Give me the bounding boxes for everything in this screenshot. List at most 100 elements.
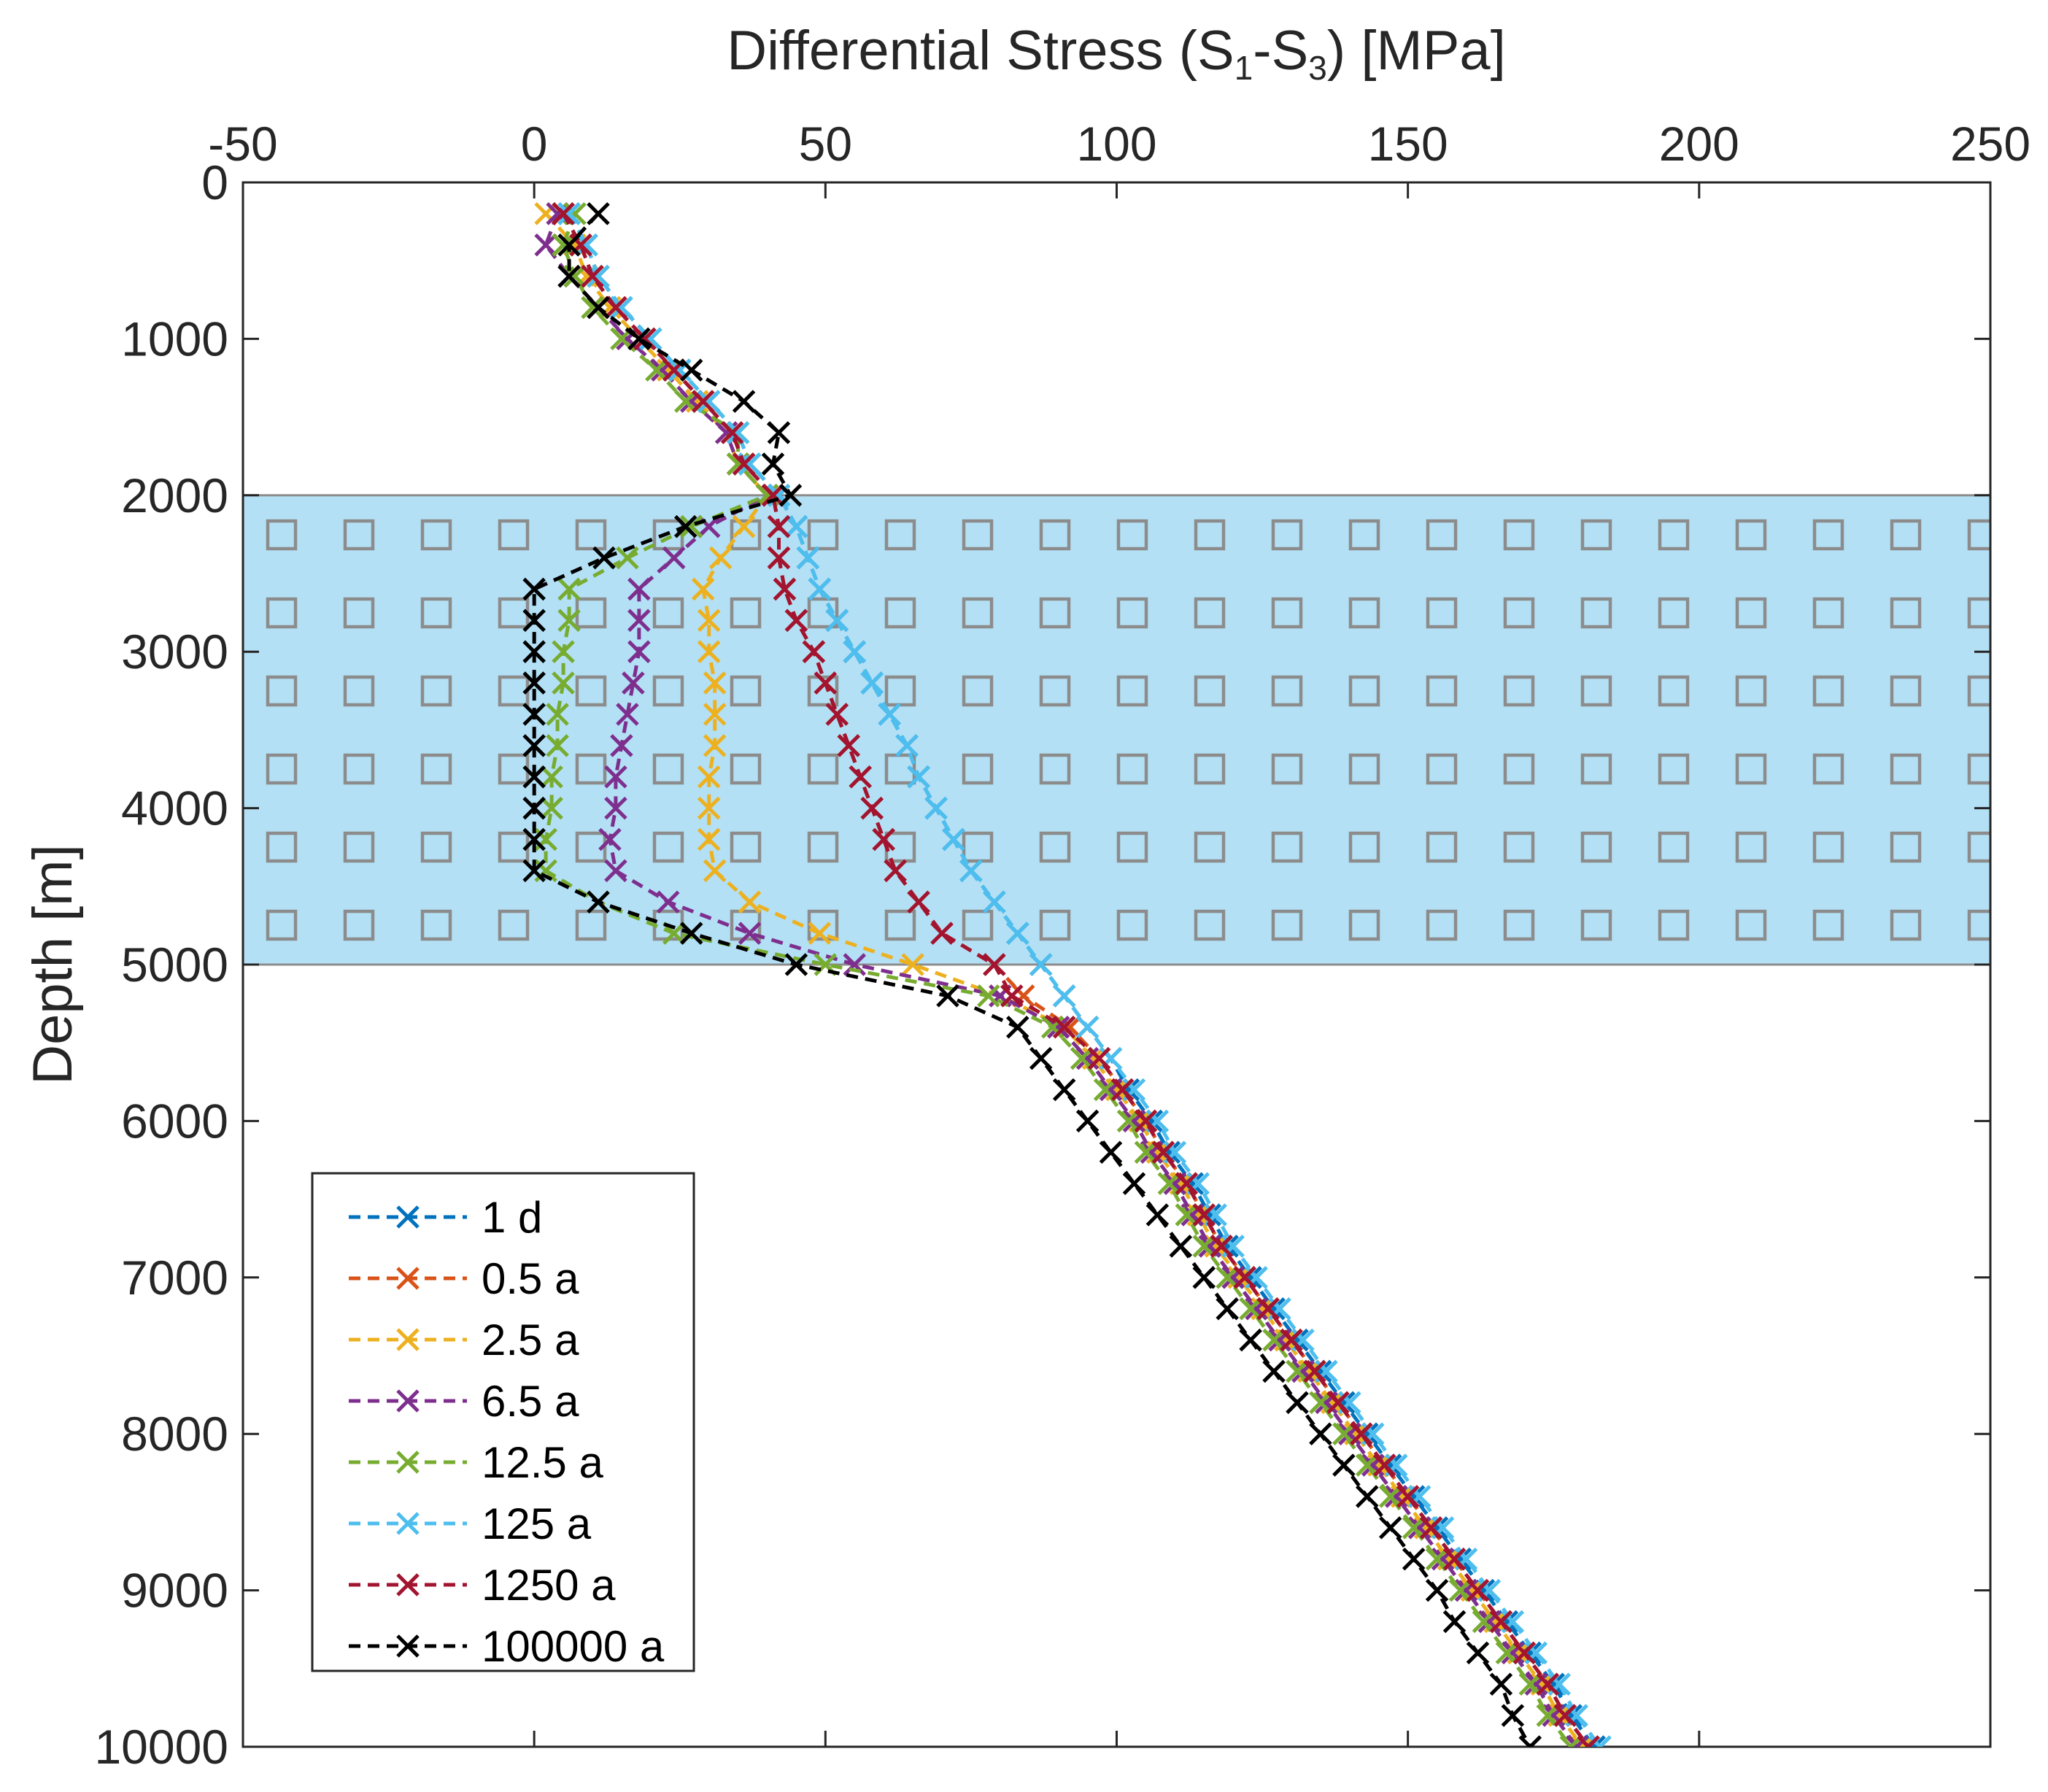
data-point-marker	[1145, 1203, 1170, 1227]
data-point-marker	[697, 765, 721, 789]
data-point-marker	[1000, 984, 1024, 1008]
series-line	[532, 212, 1532, 1747]
data-point-marker	[872, 827, 895, 851]
data-point-marker	[604, 296, 627, 320]
data-point-marker	[1134, 1140, 1158, 1165]
data-point-marker	[778, 484, 803, 507]
data-point-marker	[1396, 1485, 1420, 1508]
data-point-marker	[691, 577, 715, 601]
series-100000-a	[522, 202, 1542, 1747]
data-point-marker	[907, 765, 930, 789]
data-point-marker	[673, 514, 698, 538]
data-point-marker	[1489, 1672, 1513, 1696]
x-tick-label: 100	[1076, 117, 1156, 171]
y-tick-label: 9000	[121, 1564, 228, 1618]
data-point-marker	[587, 202, 610, 225]
data-point-marker	[610, 734, 633, 757]
data-point-marker	[1052, 1015, 1076, 1039]
data-point-marker	[1233, 1266, 1256, 1289]
y-tick-label: 4000	[121, 781, 228, 835]
data-point-marker	[814, 671, 838, 695]
data-point-marker	[552, 202, 575, 225]
data-point-marker	[1075, 1015, 1100, 1039]
data-point-marker	[557, 202, 581, 225]
legend-marker	[396, 1451, 420, 1474]
data-point-marker	[843, 640, 867, 663]
data-point-marker	[1216, 1297, 1239, 1321]
data-point-marker	[1402, 1516, 1426, 1540]
data-point-marker	[767, 546, 791, 570]
y-tick-label: 7000	[121, 1251, 228, 1305]
data-point-marker	[627, 327, 651, 351]
data-point-marker	[1356, 1453, 1379, 1477]
data-point-marker	[1425, 1578, 1449, 1602]
data-point-marker	[1029, 953, 1053, 976]
data-point-marker	[1169, 1235, 1193, 1258]
data-point-marker	[1425, 1547, 1449, 1571]
data-point-marker	[1052, 984, 1076, 1008]
data-point-marker	[738, 890, 762, 914]
data-point-marker	[616, 546, 639, 570]
data-point-marker	[1006, 922, 1029, 945]
data-point-marker	[645, 358, 668, 382]
data-point-marker	[732, 452, 756, 476]
legend-marker	[396, 1328, 420, 1351]
data-point-marker	[761, 452, 785, 476]
data-point-marker	[860, 796, 884, 820]
data-point-marker	[697, 390, 721, 413]
data-point-marker	[552, 671, 575, 695]
series-1250-a	[552, 202, 1600, 1747]
data-point-marker	[784, 514, 808, 538]
data-point-marker	[522, 827, 546, 851]
data-point-marker	[720, 421, 744, 444]
data-point-marker	[1134, 1109, 1158, 1133]
data-point-marker	[930, 922, 954, 945]
data-point-marker	[1559, 1735, 1583, 1747]
x-tick-label: 250	[1950, 117, 2030, 171]
legend-entry: 125 a	[349, 1499, 592, 1548]
data-point-marker	[592, 546, 616, 570]
data-point-marker	[784, 953, 808, 976]
series-125-a	[557, 202, 1612, 1747]
y-tick-label: 0	[201, 155, 228, 209]
legend-label: 12.5 a	[482, 1438, 603, 1487]
y-tick-label: 2000	[121, 468, 228, 522]
data-point-marker	[732, 390, 756, 413]
y-tick-label: 10000	[94, 1720, 228, 1774]
data-point-marker	[662, 546, 686, 570]
data-point-marker	[610, 296, 633, 320]
data-point-marker	[837, 734, 861, 757]
data-point-marker	[604, 765, 627, 789]
data-point-marker	[1495, 1641, 1519, 1665]
legend-marker	[396, 1389, 420, 1413]
data-point-marker	[1536, 1672, 1560, 1696]
data-point-marker	[679, 922, 703, 945]
x-tick-label: 0	[521, 117, 548, 171]
data-point-marker	[627, 577, 651, 601]
y-tick-label: 8000	[121, 1407, 228, 1461]
data-point-marker	[884, 859, 907, 883]
y-tick-label: 5000	[121, 938, 228, 992]
data-point-marker	[522, 765, 546, 789]
data-point-marker	[1472, 1610, 1496, 1634]
data-point-marker	[1466, 1641, 1490, 1665]
data-point-marker	[983, 890, 1006, 914]
data-point-marker	[1280, 1328, 1303, 1352]
data-point-marker	[575, 233, 598, 257]
y-tick-label: 1000	[121, 312, 228, 366]
data-point-marker	[557, 609, 581, 633]
legend-label: 1250 a	[482, 1561, 616, 1610]
data-point-marker	[557, 264, 581, 288]
data-point-marker	[1006, 1015, 1029, 1039]
data-point-marker	[627, 609, 651, 633]
legend-box	[311, 1172, 695, 1672]
data-point-marker	[936, 984, 959, 1008]
data-point-marker	[522, 796, 546, 820]
y-tick-label: 3000	[121, 625, 228, 679]
data-point-marker	[703, 734, 727, 757]
data-point-marker	[1216, 1266, 1239, 1289]
data-point-marker	[697, 609, 721, 633]
legend-marker	[396, 1634, 420, 1658]
data-point-marker	[1110, 1078, 1135, 1102]
data-point-marker	[1075, 1109, 1100, 1133]
